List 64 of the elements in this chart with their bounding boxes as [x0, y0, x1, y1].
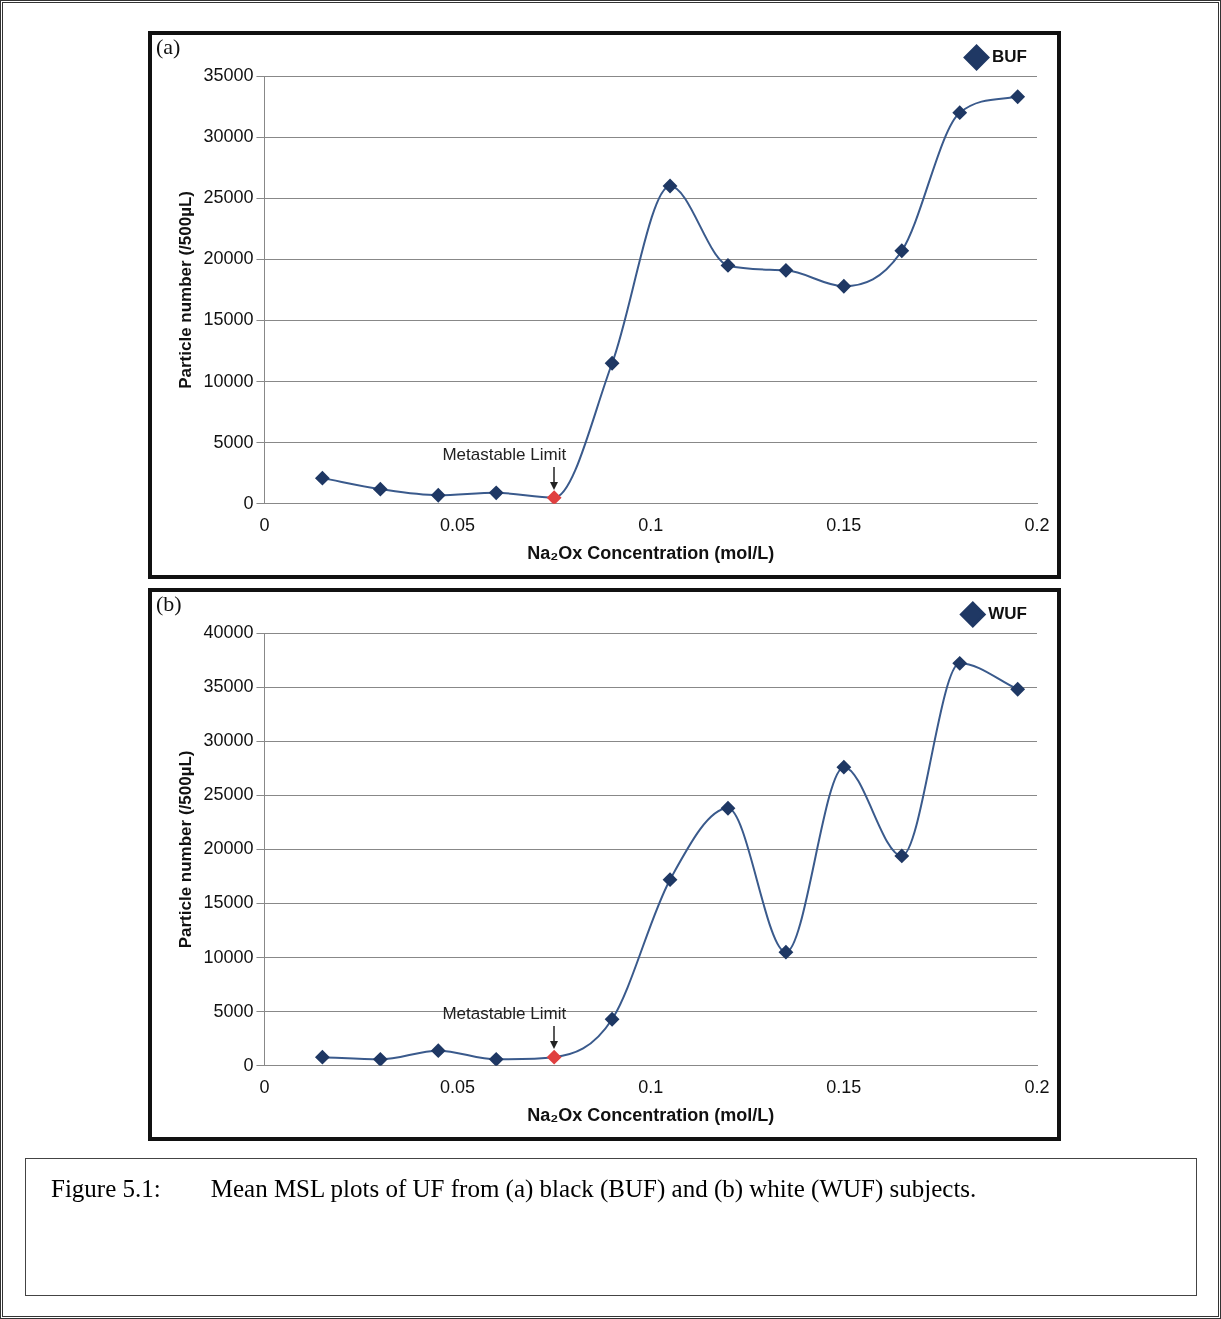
x-tick-label: 0.2	[1024, 514, 1050, 535]
x-tick-label: 0.1	[638, 514, 664, 535]
point	[431, 488, 446, 503]
point	[952, 105, 967, 120]
y-tick-label: 25000	[203, 187, 254, 208]
point	[952, 656, 967, 671]
y-tick-label: 35000	[203, 64, 254, 85]
point	[1010, 89, 1025, 104]
y-tick-label: 5000	[213, 1000, 254, 1021]
x-tick-label: 0	[259, 514, 270, 535]
point	[894, 848, 909, 863]
point	[894, 243, 909, 258]
x-tick-label: 0.05	[440, 514, 476, 535]
y-axis-title: Particle number (/500µL)	[175, 190, 195, 389]
x-tick-label: 0.15	[826, 514, 862, 535]
x-tick-label: 0.15	[826, 1076, 862, 1097]
point	[547, 1050, 562, 1065]
x-tick-label: 0.1	[638, 1076, 664, 1097]
point	[663, 872, 678, 887]
point	[778, 263, 793, 278]
x-tick-label: 0	[259, 1076, 270, 1097]
y-tick-label: 0	[243, 492, 254, 513]
point	[778, 945, 793, 960]
x-axis-title: Na₂Ox Concentration (mol/L)	[527, 543, 775, 564]
point	[1010, 682, 1025, 697]
point	[720, 258, 735, 273]
point	[315, 1050, 330, 1065]
chart-title: (a)	[156, 33, 181, 59]
y-tick-label: 25000	[203, 784, 254, 805]
point	[431, 1043, 446, 1058]
y-tick-label: 15000	[203, 309, 254, 330]
point	[720, 801, 735, 816]
legend-label: WUF	[988, 604, 1028, 624]
y-tick-label: 40000	[203, 621, 254, 642]
y-tick-label: 20000	[203, 248, 254, 269]
y-tick-label: 5000	[213, 431, 254, 452]
point	[547, 490, 562, 504]
annotation: Metastable Limit	[442, 1004, 567, 1024]
point	[489, 1052, 504, 1066]
point	[373, 1052, 388, 1066]
y-tick-label: 20000	[203, 838, 254, 859]
y-tick-label: 30000	[203, 126, 254, 147]
y-tick-label: 30000	[203, 730, 254, 751]
x-tick-label: 0.05	[440, 1076, 476, 1097]
y-tick-label: 10000	[203, 946, 254, 967]
point	[315, 471, 330, 486]
legend-label: BUF	[992, 47, 1028, 67]
point	[489, 485, 504, 500]
y-tick-label: 35000	[203, 676, 254, 697]
point	[373, 482, 388, 497]
x-axis-title: Na₂Ox Concentration (mol/L)	[527, 1105, 775, 1126]
y-tick-label: 10000	[203, 370, 254, 391]
y-tick-label: 0	[243, 1054, 254, 1075]
point	[836, 279, 851, 294]
y-axis-title: Particle number (/500µL)	[175, 750, 195, 949]
x-tick-label: 0.2	[1024, 1076, 1050, 1097]
point	[836, 760, 851, 775]
point	[605, 356, 620, 371]
caption: Figure 5.1: Mean MSL plots of UF from (a) black (BUF) and (b) white (WUF) subjects.	[25, 1158, 1197, 1296]
point	[605, 1012, 620, 1027]
annotation: Metastable Limit	[442, 444, 567, 464]
point	[663, 179, 678, 194]
chart-title: (b)	[156, 590, 182, 616]
y-tick-label: 15000	[203, 892, 254, 913]
